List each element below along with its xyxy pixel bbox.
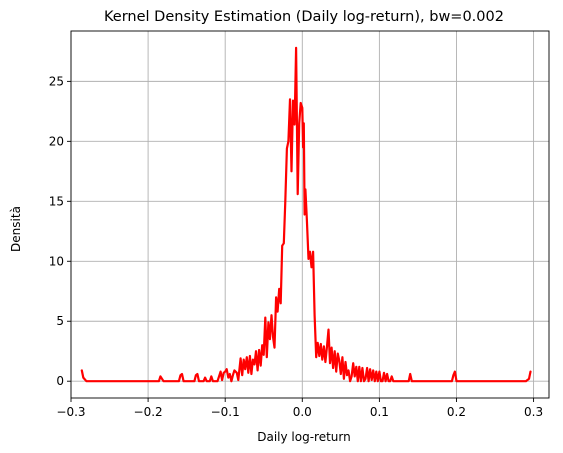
- y-tick-label: 5: [56, 314, 64, 328]
- x-axis-label: Daily log-return: [257, 430, 351, 444]
- y-tick-label: 0: [56, 374, 64, 388]
- x-tick-label: −0.2: [134, 405, 163, 419]
- x-tick-label: 0.2: [447, 405, 466, 419]
- plot-frame: [70, 30, 550, 399]
- kde-series-line: [80, 46, 532, 383]
- y-tick-label: 15: [49, 194, 64, 208]
- x-tick-label: 0.0: [293, 405, 312, 419]
- x-axis-ticks: −0.3 −0.2 −0.1 0.0 0.1 0.2 0.3: [56, 398, 543, 419]
- x-tick-label: 0.1: [370, 405, 389, 419]
- y-tick-label: 20: [49, 134, 64, 148]
- grid-layer: [70, 31, 549, 398]
- y-tick-label: 25: [49, 74, 64, 88]
- y-tick-label: 10: [49, 254, 64, 268]
- line-layer: [80, 46, 532, 383]
- x-tick-label: −0.1: [211, 405, 240, 419]
- y-axis-ticks: 0 5 10 15 20 25: [49, 74, 71, 388]
- y-axis-label: Densità: [9, 206, 23, 252]
- x-tick-label: −0.3: [56, 405, 85, 419]
- chart-title: Kernel Density Estimation (Daily log-ret…: [104, 9, 504, 25]
- x-tick-label: 0.3: [524, 405, 543, 419]
